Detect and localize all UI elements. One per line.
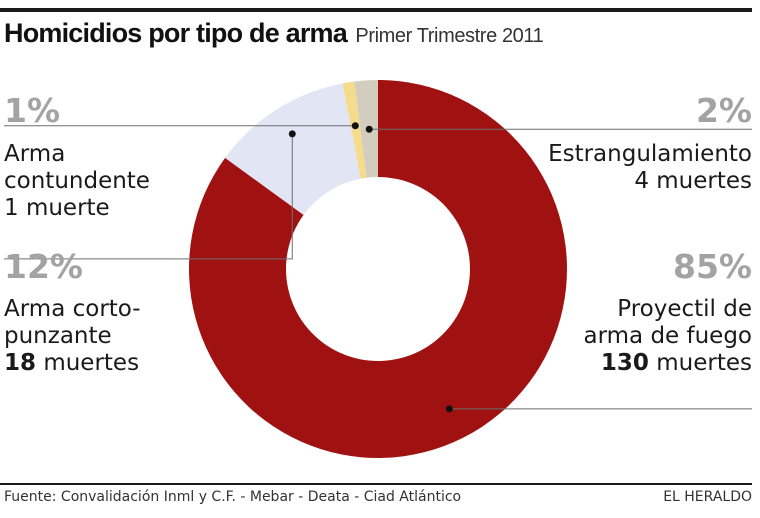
label-contundente: Arma contundente 1 muerte <box>4 141 150 222</box>
label-proyectil-count: 130 muertes <box>583 350 752 377</box>
pct-label-contundente: 1% <box>4 91 61 130</box>
label-proyectil-count-unit: muertes <box>648 350 752 376</box>
label-corto-count-number: 18 <box>4 350 37 376</box>
title-row: Homicidios por tipo de arma Primer Trime… <box>4 18 544 49</box>
label-proyectil-line2: arma de fuego <box>583 323 752 349</box>
donut-slice-contundente <box>342 81 367 179</box>
label-corto-line1: Arma corto- <box>4 296 141 322</box>
label-proyectil: Proyectil de arma de fuego 130 muertes <box>583 296 752 377</box>
label-estrangulamiento-count: 4 muertes <box>634 168 752 194</box>
pct-label-estrangulamiento: 2% <box>695 91 752 130</box>
pct-label-proyectil: 85% <box>673 247 752 286</box>
pct-label-corto-punzante: 12% <box>4 247 83 286</box>
leader-line-corto-punzante <box>4 133 293 260</box>
label-corto-count-unit: muertes <box>36 350 140 376</box>
label-contundente-line2: contundente <box>4 168 150 194</box>
label-proyectil-line1: Proyectil de <box>617 296 752 322</box>
label-corto-line2: punzante <box>4 323 112 349</box>
donut-slice-corto <box>225 83 361 215</box>
leader-dot-proyectil <box>445 405 453 413</box>
label-corto-punzante: Arma corto- punzante 18 muertes <box>4 296 141 377</box>
top-rule <box>0 8 752 12</box>
label-estrangulamiento-line1: Estrangulamiento <box>548 141 752 167</box>
label-estrangulamiento: Estrangulamiento 4 muertes <box>548 141 752 195</box>
chart-subtitle: Primer Trimestre 2011 <box>355 25 544 47</box>
label-contundente-count: 1 muerte <box>4 195 110 221</box>
leader-dot-contundente <box>351 122 359 130</box>
leader-dot-estrangulamiento <box>365 125 373 133</box>
leader-dot-corto-punzante <box>288 130 296 138</box>
donut-slice-proyectil <box>189 80 567 458</box>
label-corto-count: 18 muertes <box>4 350 141 377</box>
bottom-rule <box>0 483 752 485</box>
label-proyectil-count-number: 130 <box>600 350 649 376</box>
brand-name: EL HERALDO <box>663 489 752 505</box>
label-contundente-line1: Arma <box>4 141 66 167</box>
source-note: Fuente: Convalidación Inml y C.F. - Meba… <box>4 489 462 505</box>
chart-title: Homicidios por tipo de arma <box>4 18 348 48</box>
